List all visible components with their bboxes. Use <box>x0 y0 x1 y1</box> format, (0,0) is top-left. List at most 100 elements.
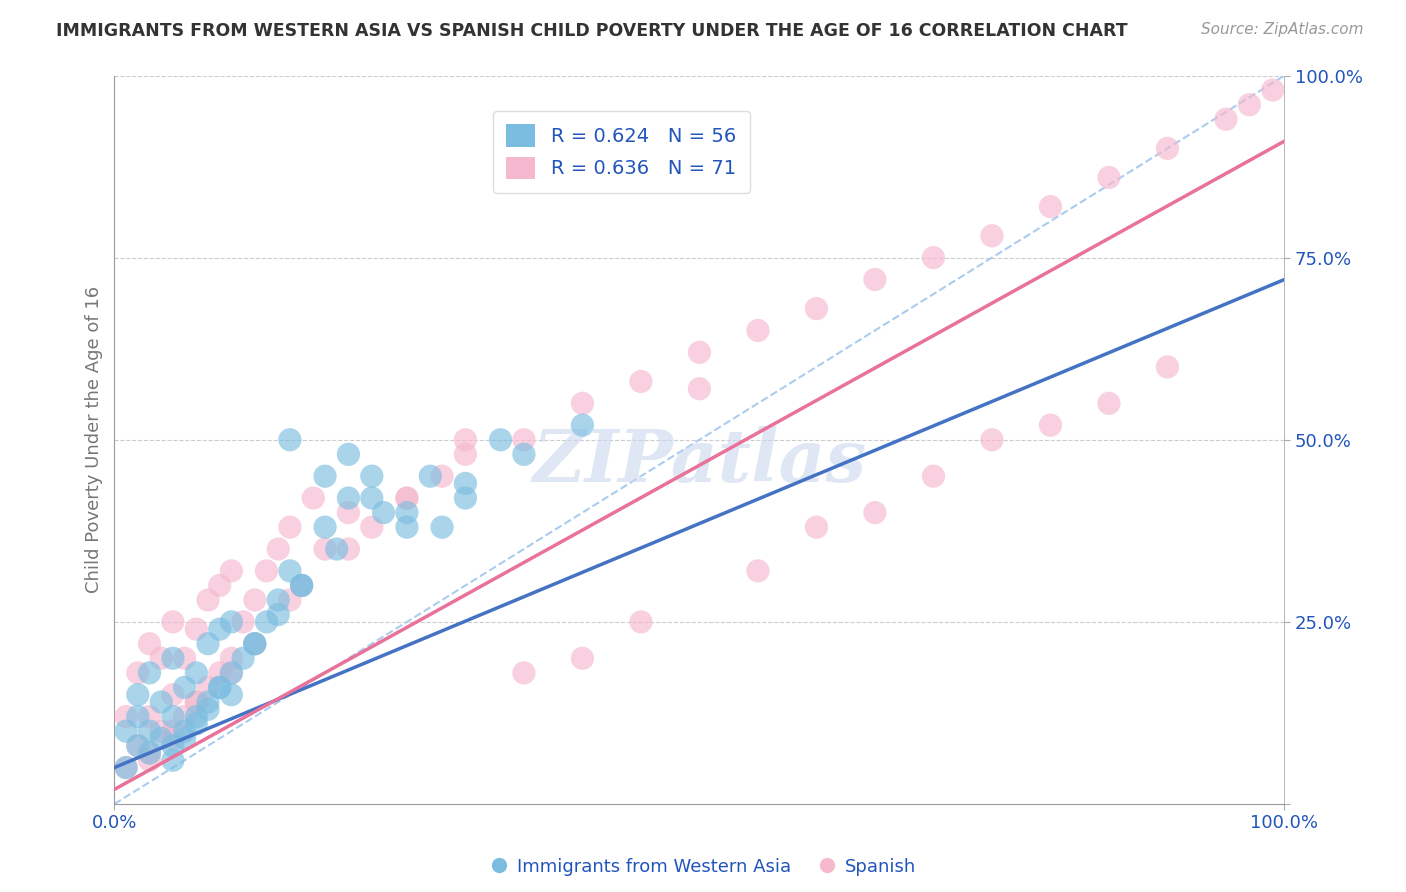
Point <box>150 651 173 665</box>
Point <box>173 651 195 665</box>
Point <box>243 637 266 651</box>
Point <box>127 739 149 753</box>
Point <box>1156 359 1178 374</box>
Point <box>1039 418 1062 433</box>
Point <box>337 447 360 461</box>
Point <box>127 688 149 702</box>
Point <box>314 469 336 483</box>
Point <box>278 433 301 447</box>
Point <box>115 760 138 774</box>
Point <box>395 491 418 505</box>
Point <box>337 506 360 520</box>
Point <box>173 681 195 695</box>
Point <box>115 709 138 723</box>
Point <box>747 323 769 337</box>
Point <box>360 469 382 483</box>
Point <box>138 637 160 651</box>
Point <box>688 345 710 359</box>
Point <box>373 506 395 520</box>
Point <box>747 564 769 578</box>
Y-axis label: Child Poverty Under the Age of 16: Child Poverty Under the Age of 16 <box>86 286 103 593</box>
Point <box>138 753 160 767</box>
Point <box>360 491 382 505</box>
Point <box>162 651 184 665</box>
Text: IMMIGRANTS FROM WESTERN ASIA VS SPANISH CHILD POVERTY UNDER THE AGE OF 16 CORREL: IMMIGRANTS FROM WESTERN ASIA VS SPANISH … <box>56 22 1128 40</box>
Point <box>208 578 231 592</box>
Text: ZIPatlas: ZIPatlas <box>533 426 866 497</box>
Point <box>513 447 536 461</box>
Point <box>138 746 160 760</box>
Point <box>337 541 360 556</box>
Point <box>1261 83 1284 97</box>
Legend: Immigrants from Western Asia, Spanish: Immigrants from Western Asia, Spanish <box>482 850 924 883</box>
Point <box>208 622 231 636</box>
Point <box>267 541 290 556</box>
Point <box>922 469 945 483</box>
Point <box>221 665 243 680</box>
Point <box>127 709 149 723</box>
Point <box>863 506 886 520</box>
Point <box>267 593 290 607</box>
Point <box>197 637 219 651</box>
Point <box>243 637 266 651</box>
Point <box>454 476 477 491</box>
Point <box>430 469 453 483</box>
Point <box>981 228 1004 243</box>
Point <box>454 447 477 461</box>
Point <box>806 520 828 534</box>
Point <box>571 418 593 433</box>
Point <box>922 251 945 265</box>
Point <box>256 615 278 629</box>
Point <box>454 491 477 505</box>
Point <box>138 724 160 739</box>
Point <box>221 615 243 629</box>
Point <box>127 665 149 680</box>
Point <box>513 433 536 447</box>
Point <box>127 739 149 753</box>
Point <box>630 375 652 389</box>
Point <box>173 731 195 746</box>
Point <box>186 695 208 709</box>
Point <box>806 301 828 316</box>
Point <box>150 724 173 739</box>
Point <box>150 695 173 709</box>
Point <box>221 665 243 680</box>
Point <box>454 433 477 447</box>
Legend: R = 0.624   N = 56, R = 0.636   N = 71: R = 0.624 N = 56, R = 0.636 N = 71 <box>492 111 749 193</box>
Point <box>186 622 208 636</box>
Point <box>430 520 453 534</box>
Point <box>1156 141 1178 155</box>
Point <box>1239 97 1261 112</box>
Point <box>186 709 208 723</box>
Point <box>208 665 231 680</box>
Point <box>395 491 418 505</box>
Point <box>162 709 184 723</box>
Point <box>981 433 1004 447</box>
Point <box>360 520 382 534</box>
Point <box>232 615 254 629</box>
Point <box>162 688 184 702</box>
Point <box>221 651 243 665</box>
Point <box>162 615 184 629</box>
Point <box>630 615 652 629</box>
Point <box>232 651 254 665</box>
Point <box>419 469 441 483</box>
Point <box>571 396 593 410</box>
Point <box>863 272 886 286</box>
Point <box>186 695 208 709</box>
Point <box>115 760 138 774</box>
Point <box>221 564 243 578</box>
Point <box>571 651 593 665</box>
Point <box>162 731 184 746</box>
Point <box>325 541 347 556</box>
Point <box>256 564 278 578</box>
Point <box>1098 170 1121 185</box>
Point <box>688 382 710 396</box>
Point <box>278 564 301 578</box>
Point <box>513 665 536 680</box>
Point <box>162 724 184 739</box>
Point <box>115 724 138 739</box>
Point <box>302 491 325 505</box>
Point <box>291 578 314 592</box>
Point <box>197 695 219 709</box>
